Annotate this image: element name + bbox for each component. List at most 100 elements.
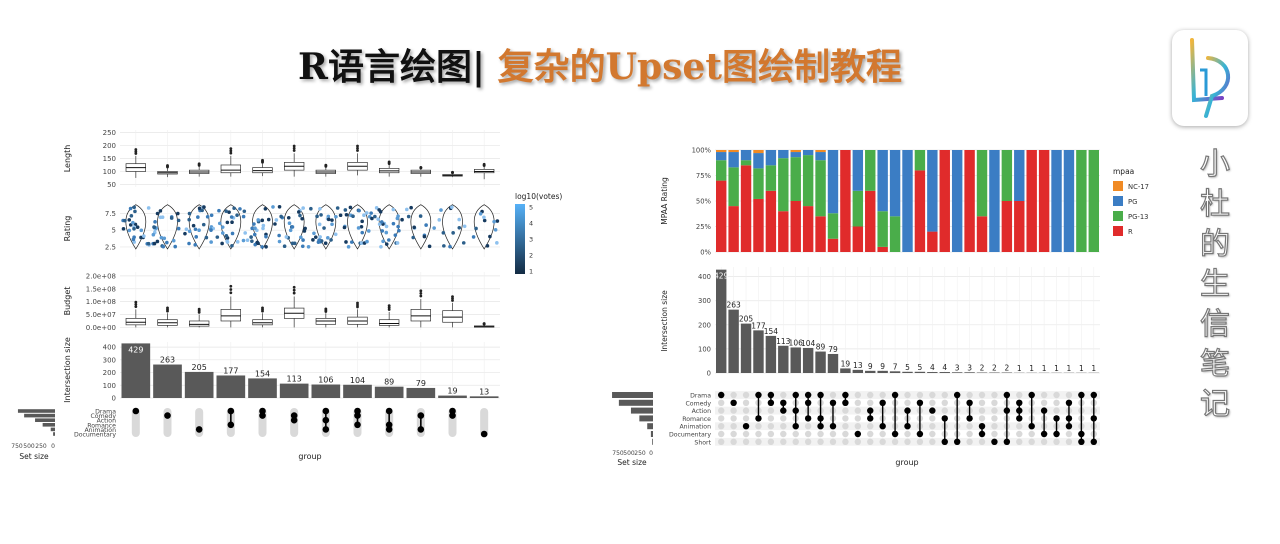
rating-point bbox=[493, 228, 498, 232]
budget-box bbox=[252, 319, 273, 326]
matrix-dot-inactive bbox=[991, 407, 998, 414]
matrix-set-label: Documentary bbox=[669, 432, 711, 439]
matrix-dot-inactive bbox=[904, 399, 911, 406]
mpaa-bar-segment bbox=[753, 150, 764, 154]
matrix-dot-active bbox=[829, 399, 837, 406]
matrix-dot-inactive bbox=[792, 438, 799, 445]
matrix-dot-inactive bbox=[929, 399, 936, 406]
rating-point bbox=[169, 216, 174, 220]
matrix-dot-active bbox=[1078, 430, 1085, 438]
set-size-bar bbox=[612, 392, 653, 398]
intersection-bar bbox=[728, 309, 739, 373]
budget-outlier bbox=[356, 303, 359, 307]
budget-outlier bbox=[387, 306, 391, 309]
length-outlier bbox=[292, 144, 296, 148]
budget-outlier bbox=[324, 307, 328, 311]
rating-point bbox=[232, 206, 236, 211]
rating-point bbox=[183, 231, 187, 236]
matrix-dot-inactive bbox=[1040, 391, 1048, 399]
matrix-dot-inactive bbox=[780, 430, 787, 438]
intersection-value-label: 154 bbox=[255, 369, 270, 378]
rating-point bbox=[299, 235, 303, 240]
rating-legend-tick: 2 bbox=[529, 251, 533, 259]
rating-point bbox=[241, 238, 246, 243]
rating-point bbox=[356, 226, 361, 230]
side-char: 小 bbox=[1199, 146, 1230, 182]
intersection-value-label: 429 bbox=[128, 345, 143, 354]
rating-point bbox=[381, 239, 385, 244]
rating-point bbox=[159, 235, 164, 240]
rating-point bbox=[379, 245, 383, 249]
mpaa-tick-label: 25% bbox=[696, 223, 712, 231]
mpaa-bar-segment bbox=[939, 150, 950, 252]
rating-point bbox=[450, 205, 454, 209]
rating-point bbox=[395, 216, 400, 221]
mpaa-bar-segment bbox=[778, 211, 789, 252]
budget-tick-label: 1.0e+08 bbox=[86, 298, 116, 306]
length-outlier bbox=[482, 162, 486, 166]
intersection-value-label: 1 bbox=[1054, 364, 1059, 373]
matrix-set-label: Action bbox=[692, 408, 711, 415]
budget-bg bbox=[120, 272, 500, 330]
rating-tick-label: 5 bbox=[112, 227, 116, 235]
intersection-tick-label: 200 bbox=[103, 369, 116, 377]
intersection-value-label: 4 bbox=[942, 363, 947, 372]
rating-point bbox=[369, 211, 373, 215]
matrix-dot-inactive bbox=[1016, 430, 1023, 438]
matrix-dot-inactive bbox=[767, 423, 775, 430]
mpaa-bar-segment bbox=[765, 190, 777, 252]
budget-outlier bbox=[134, 302, 138, 306]
matrix-dot-active bbox=[941, 438, 948, 445]
matrix-dot-inactive bbox=[1065, 391, 1073, 399]
rating-point bbox=[131, 237, 136, 242]
rating-point bbox=[448, 244, 452, 249]
length-outlier bbox=[419, 165, 423, 169]
rating-point bbox=[131, 220, 135, 225]
rating-point bbox=[220, 231, 225, 235]
mpaa-bar-segment bbox=[827, 213, 839, 239]
rating-point bbox=[171, 238, 176, 243]
matrix-dot-inactive bbox=[966, 423, 973, 430]
matrix-dot-active bbox=[385, 407, 393, 415]
length-tick-label: 50 bbox=[107, 181, 116, 189]
rating-point bbox=[330, 218, 334, 222]
matrix-dot-active bbox=[1078, 391, 1085, 399]
rating-point bbox=[187, 229, 192, 234]
rating-point bbox=[406, 214, 411, 219]
intersection-bar bbox=[374, 386, 404, 398]
mpaa-bar-segment bbox=[728, 167, 739, 207]
mpaa-bar-segment bbox=[1001, 201, 1013, 252]
matrix-dot-active bbox=[854, 430, 862, 438]
rating-point bbox=[282, 244, 287, 249]
rating-point bbox=[197, 228, 201, 233]
matrix-dot-active bbox=[290, 416, 298, 424]
intersection-value-label: 79 bbox=[416, 379, 426, 388]
rating-point bbox=[197, 206, 202, 211]
budget-box bbox=[379, 319, 400, 326]
budget-outlier bbox=[387, 304, 391, 308]
logo bbox=[1172, 30, 1248, 126]
matrix-dot-inactive bbox=[842, 438, 849, 445]
length-axis-label: Length bbox=[63, 145, 72, 173]
matrix-dot-inactive bbox=[941, 399, 948, 406]
set-size-bar bbox=[639, 415, 653, 422]
matrix-dot-inactive bbox=[854, 391, 862, 399]
budget-outlier bbox=[419, 289, 423, 293]
length-outlier bbox=[292, 146, 296, 150]
matrix-set-label: Animation bbox=[679, 424, 711, 431]
rating-point bbox=[271, 205, 275, 209]
rating-point bbox=[194, 235, 199, 239]
intersection-bar bbox=[877, 370, 888, 373]
mpaa-tick-label: 0% bbox=[700, 249, 711, 257]
rating-point bbox=[439, 208, 443, 212]
rating-point bbox=[326, 236, 330, 240]
rating-axis-label: Rating bbox=[63, 216, 72, 242]
rating-point bbox=[243, 231, 247, 235]
mpaa-bar-segment bbox=[827, 238, 839, 252]
rating-point bbox=[338, 213, 343, 218]
matrix-dot-inactive bbox=[742, 391, 750, 399]
rating-point bbox=[432, 226, 436, 230]
rating-point bbox=[135, 225, 140, 230]
length-outlier bbox=[356, 149, 359, 152]
set-size-label: Set size bbox=[19, 452, 49, 461]
